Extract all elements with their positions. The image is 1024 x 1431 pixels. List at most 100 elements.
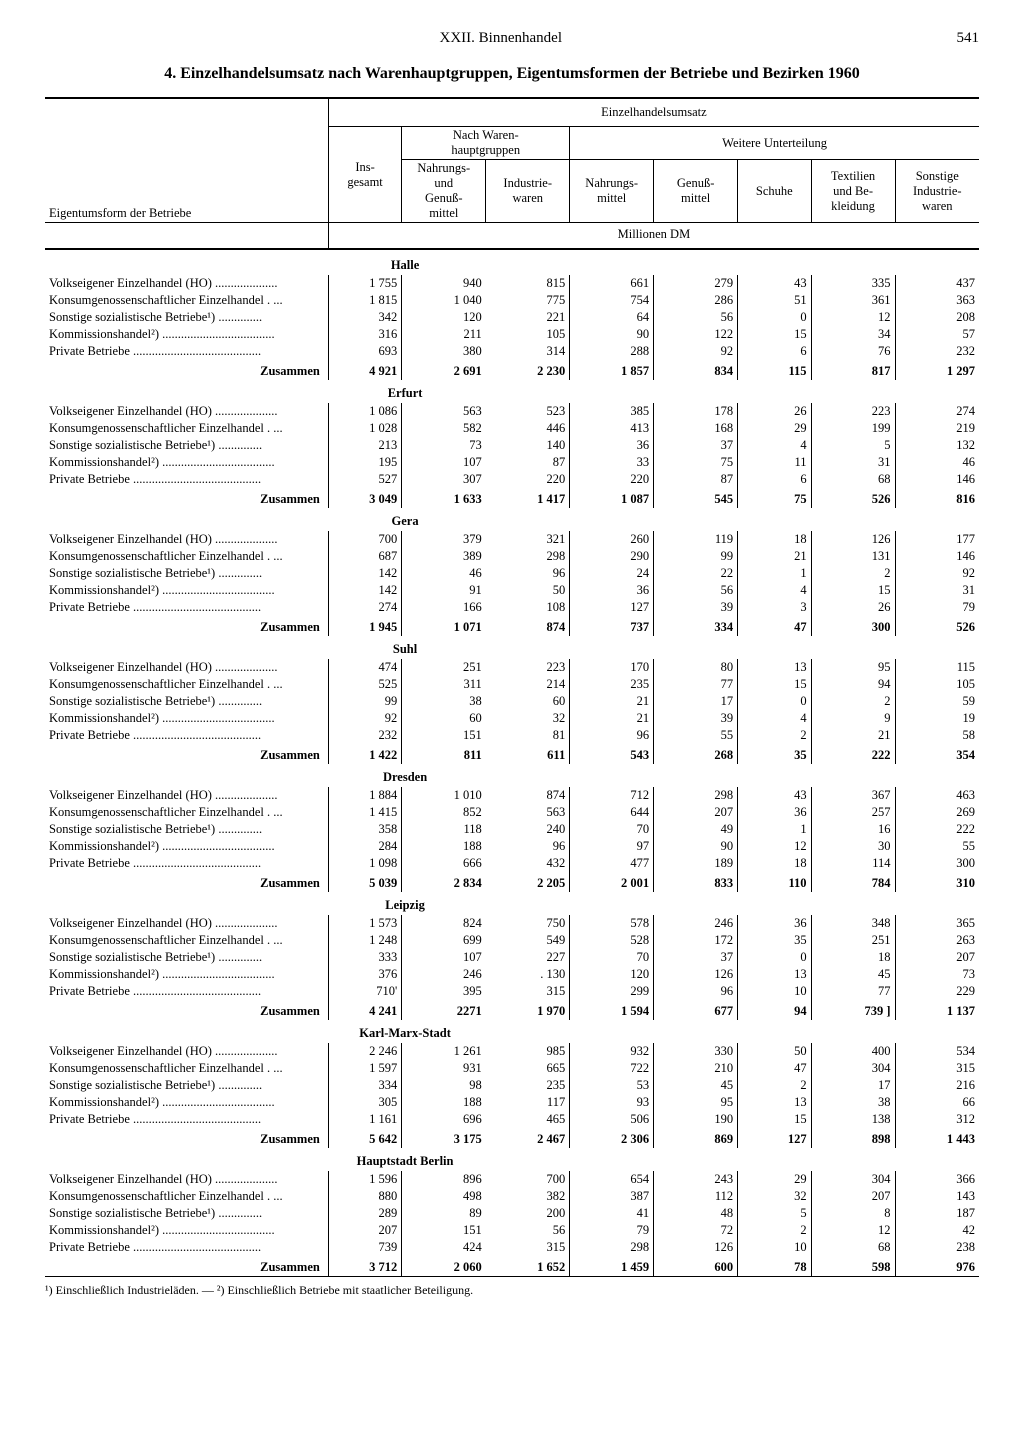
data-cell: 312: [895, 1111, 979, 1128]
data-cell: 279: [654, 275, 738, 292]
sum-cell: 2 205: [486, 872, 570, 892]
data-cell: 41: [570, 1205, 654, 1222]
data-cell: 36: [738, 804, 811, 821]
data-cell: 2: [811, 565, 895, 582]
row-label: Konsumgenossenschaftlicher Einzelhandel …: [45, 548, 328, 565]
sum-cell: 600: [654, 1256, 738, 1277]
data-cell: 13: [738, 1094, 811, 1111]
data-cell: 119: [654, 531, 738, 548]
data-cell: 644: [570, 804, 654, 821]
data-cell: 0: [738, 693, 811, 710]
data-cell: 413: [570, 420, 654, 437]
data-cell: 525: [328, 676, 401, 693]
sum-cell: 833: [654, 872, 738, 892]
row-label: Kommissionshandel²) ....................…: [45, 326, 328, 343]
data-cell: 216: [895, 1077, 979, 1094]
data-cell: 710': [328, 983, 401, 1000]
data-cell: 92: [654, 343, 738, 360]
data-cell: 68: [811, 1239, 895, 1256]
district-name: Gera: [328, 508, 485, 531]
data-cell: 333: [328, 949, 401, 966]
data-cell: 13: [738, 966, 811, 983]
sum-cell: 526: [811, 488, 895, 508]
data-cell: 563: [402, 403, 486, 420]
data-cell: 1 086: [328, 403, 401, 420]
sum-cell: 127: [738, 1128, 811, 1148]
data-cell: 207: [811, 1188, 895, 1205]
data-cell: 232: [895, 343, 979, 360]
row-label: Konsumgenossenschaftlicher Einzelhandel …: [45, 292, 328, 309]
data-cell: 1 596: [328, 1171, 401, 1188]
data-cell: 363: [895, 292, 979, 309]
sum-cell: 1 443: [895, 1128, 979, 1148]
data-cell: 45: [654, 1077, 738, 1094]
data-cell: 12: [738, 838, 811, 855]
district-name: Dresden: [328, 764, 485, 787]
sum-cell: 898: [811, 1128, 895, 1148]
data-cell: 246: [402, 966, 486, 983]
column-header: Nahrungs-undGenuß-mittel: [402, 160, 486, 223]
sum-cell: 598: [811, 1256, 895, 1277]
sum-cell: 222: [811, 744, 895, 764]
data-cell: 251: [811, 932, 895, 949]
data-cell: 131: [811, 548, 895, 565]
sum-cell: 1 087: [570, 488, 654, 508]
sum-cell: 2 834: [402, 872, 486, 892]
sum-cell: 35: [738, 744, 811, 764]
data-cell: 17: [811, 1077, 895, 1094]
data-cell: 221: [486, 309, 570, 326]
data-cell: 178: [654, 403, 738, 420]
sum-cell: 5 642: [328, 1128, 401, 1148]
data-cell: 189: [654, 855, 738, 872]
data-cell: 5: [811, 437, 895, 454]
data-cell: 49: [654, 821, 738, 838]
data-cell: 56: [486, 1222, 570, 1239]
data-cell: 96: [570, 727, 654, 744]
data-cell: 36: [738, 915, 811, 932]
data-cell: 6: [738, 343, 811, 360]
data-cell: 0: [738, 949, 811, 966]
sum-label: Zusammen: [45, 488, 328, 508]
data-cell: 523: [486, 403, 570, 420]
data-cell: 99: [654, 548, 738, 565]
data-cell: 47: [738, 1060, 811, 1077]
row-label: Private Betriebe .......................…: [45, 599, 328, 616]
data-cell: 437: [895, 275, 979, 292]
data-cell: 311: [402, 676, 486, 693]
data-cell: 188: [402, 1094, 486, 1111]
data-cell: 195: [328, 454, 401, 471]
data-cell: 126: [654, 966, 738, 983]
data-cell: 432: [486, 855, 570, 872]
data-cell: 146: [895, 471, 979, 488]
data-cell: 290: [570, 548, 654, 565]
data-cell: 126: [654, 1239, 738, 1256]
data-cell: 170: [570, 659, 654, 676]
row-label: Konsumgenossenschaftlicher Einzelhandel …: [45, 676, 328, 693]
row-label: Sonstige sozialistische Betriebe¹) .....…: [45, 949, 328, 966]
data-cell: 30: [811, 838, 895, 855]
row-label: Kommissionshandel²) ....................…: [45, 1222, 328, 1239]
sum-cell: 816: [895, 488, 979, 508]
data-cell: 58: [895, 727, 979, 744]
row-label: Private Betriebe .......................…: [45, 1239, 328, 1256]
row-label: Konsumgenossenschaftlicher Einzelhandel …: [45, 1188, 328, 1205]
data-cell: 17: [654, 693, 738, 710]
data-cell: 105: [486, 326, 570, 343]
sum-label: Zusammen: [45, 616, 328, 636]
sum-label: Zusammen: [45, 1256, 328, 1277]
data-cell: 852: [402, 804, 486, 821]
data-cell: 15: [738, 326, 811, 343]
data-cell: 73: [402, 437, 486, 454]
data-cell: 207: [654, 804, 738, 821]
data-cell: 73: [895, 966, 979, 983]
data-cell: 46: [402, 565, 486, 582]
data-cell: 75: [654, 454, 738, 471]
data-cell: 424: [402, 1239, 486, 1256]
row-label: Volkseigener Einzelhandel (HO) .........…: [45, 275, 328, 292]
data-cell: 29: [738, 420, 811, 437]
data-cell: 95: [654, 1094, 738, 1111]
row-label: Private Betriebe .......................…: [45, 727, 328, 744]
data-cell: 289: [328, 1205, 401, 1222]
data-cell: 64: [570, 309, 654, 326]
data-cell: 229: [895, 983, 979, 1000]
